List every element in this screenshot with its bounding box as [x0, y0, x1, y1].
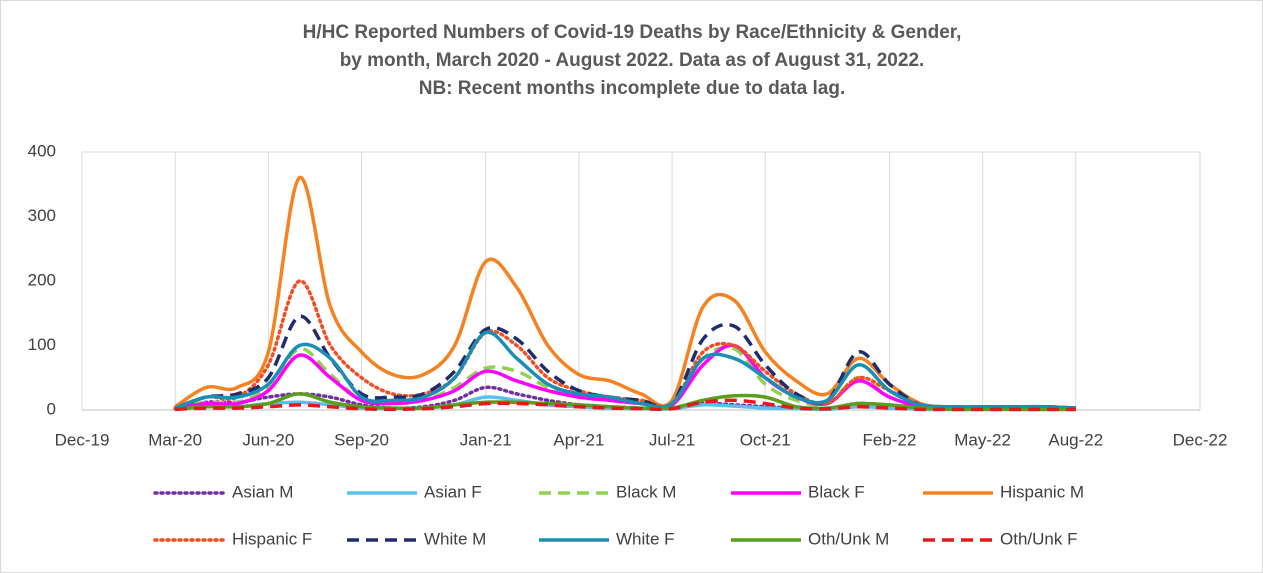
- x-tick-label: Mar-20: [148, 430, 202, 449]
- x-tick-label: Jun-20: [242, 430, 294, 449]
- legend-label: Hispanic M: [1000, 482, 1084, 501]
- chart-title: NB: Recent months incomplete due to data…: [419, 78, 846, 99]
- legend-label: Black M: [616, 482, 676, 501]
- y-tick-label: 400: [28, 141, 56, 160]
- legend-label: Oth/Unk M: [808, 529, 889, 548]
- y-tick-label: 0: [47, 399, 56, 418]
- x-tick-label: Jan-21: [460, 430, 512, 449]
- y-tick-label: 300: [28, 206, 56, 225]
- y-tick-label: 100: [28, 335, 56, 354]
- legend-label: Oth/Unk F: [1000, 529, 1077, 548]
- x-tick-label: Jul-21: [649, 430, 695, 449]
- legend-label: White F: [616, 529, 675, 548]
- legend-label: White M: [424, 529, 486, 548]
- series-line: [175, 398, 1076, 412]
- legend-label: Asian F: [424, 482, 482, 501]
- x-tick-label: Aug-22: [1048, 430, 1103, 449]
- x-tick-label: Oct-21: [740, 430, 791, 449]
- chart-title: H/HC Reported Numbers of Covid-19 Deaths…: [303, 22, 962, 43]
- x-tick-label: Apr-21: [553, 430, 604, 449]
- x-tick-label: May-22: [954, 430, 1011, 449]
- chart-title: by month, March 2020 - August 2022. Data…: [340, 50, 925, 71]
- x-tick-label: Feb-22: [863, 430, 917, 449]
- x-tick-label: Dec-22: [1173, 430, 1228, 449]
- x-tick-label: Sep-20: [334, 430, 389, 449]
- legend-label: Black F: [808, 482, 865, 501]
- series-line: [174, 330, 1076, 410]
- y-tick-label: 200: [28, 270, 56, 289]
- x-tick-label: Dec-19: [55, 430, 110, 449]
- legend-label: Hispanic F: [232, 529, 312, 548]
- legend-label: Asian M: [232, 482, 293, 501]
